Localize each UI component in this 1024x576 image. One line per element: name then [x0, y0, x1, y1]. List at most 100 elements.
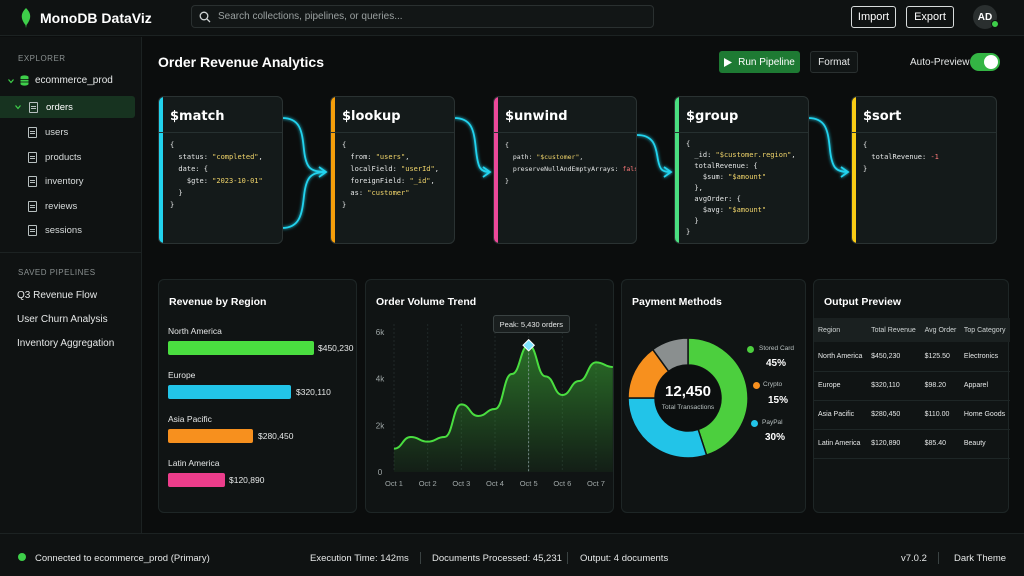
app-name: MonoDB DataViz — [40, 9, 152, 26]
stage-divider — [494, 132, 636, 133]
stage-divider — [331, 132, 454, 133]
auto-preview-label: Auto-Preview — [910, 57, 970, 68]
table-cell: Electronics — [959, 342, 1010, 372]
stage-color-bar — [852, 97, 856, 243]
document-icon — [28, 175, 37, 187]
play-icon — [724, 57, 733, 67]
series-line — [393, 344, 613, 450]
sidebar-item-label: orders — [46, 101, 73, 113]
x-tick-label: Oct 2 — [419, 479, 437, 488]
panel-title: Revenue by Region — [169, 296, 267, 308]
payment-donut-chart[interactable] — [622, 320, 752, 470]
status-divider — [938, 552, 939, 564]
region-value: $280,450 — [258, 431, 294, 441]
saved-pipeline-item[interactable]: User Churn Analysis — [17, 314, 108, 325]
y-tick-label: 0 — [378, 468, 383, 477]
page-title: Order Revenue Analytics — [158, 54, 324, 70]
table-row[interactable]: Asia Pacific $280,450 $110.00 Home Goods — [814, 400, 1010, 430]
stage-code[interactable]: { from: "users", localField: "userId", f… — [342, 141, 439, 209]
sidebar-item-label: reviews — [45, 200, 78, 212]
leaf-logo-icon — [21, 7, 31, 28]
stage-color-bar — [331, 97, 335, 243]
table-cell: $120,890 — [867, 429, 921, 459]
region-bar[interactable] — [168, 429, 253, 443]
order-volume-chart[interactable]: 0 2k 4k 6k Oct 1 Oct 2 Oct 3 Oct 4 Oct 5 Oct 6 Oct… — [366, 280, 615, 514]
panel-title: Payment Methods — [632, 296, 722, 308]
column-header[interactable]: Top Category — [959, 318, 1010, 342]
connector-group-sort — [807, 117, 849, 173]
stage-card-match[interactable]: $match { status: "completed", date: { $g… — [158, 96, 283, 244]
saved-pipeline-item[interactable]: Inventory Aggregation — [17, 338, 115, 349]
search-icon — [199, 11, 211, 22]
stage-card-unwind[interactable]: $unwind { path: "$customer", preserveNul… — [493, 96, 637, 244]
payment-methods-panel: Payment Methods 12,450 Total Transaction… — [621, 279, 806, 513]
column-header[interactable]: Total Revenue — [867, 318, 921, 342]
toggle-knob — [984, 55, 998, 69]
stage-code[interactable]: { totalRevenue: -1 } — [863, 141, 939, 173]
sidebar-item-inventory[interactable]: inventory — [0, 170, 135, 192]
legend-dot — [751, 420, 758, 427]
document-icon — [28, 151, 37, 163]
theme-toggle[interactable]: Dark Theme — [954, 553, 1007, 564]
status-divider — [567, 552, 568, 564]
region-label: Asia Pacific — [168, 414, 212, 424]
legend-label: PayPal — [762, 419, 783, 426]
document-icon — [28, 200, 37, 212]
app-version: v7.0.2 — [901, 553, 927, 564]
table-cell: $125.50 — [920, 342, 960, 372]
stage-title: $unwind — [505, 109, 568, 124]
stage-card-group[interactable]: $group { _id: "$customer.region", totalR… — [674, 96, 809, 244]
saved-pipeline-item[interactable]: Q3 Revenue Flow — [17, 290, 98, 301]
sidebar-item-products[interactable]: products — [0, 146, 135, 168]
column-header[interactable]: Avg Order — [920, 318, 960, 342]
import-button[interactable]: Import — [851, 6, 896, 28]
stage-title: $lookup — [342, 109, 401, 124]
run-pipeline-button[interactable]: Run Pipeline — [719, 51, 800, 73]
region-label: Latin America — [168, 458, 220, 468]
stage-code[interactable]: { status: "completed", date: { $gte: "20… — [170, 141, 263, 209]
table-cell: Home Goods — [959, 400, 1010, 430]
table-cell: Europe — [814, 371, 868, 401]
document-icon — [28, 224, 37, 236]
region-bar[interactable] — [168, 385, 291, 399]
sidebar-item-users[interactable]: users — [0, 121, 135, 143]
sidebar-item-reviews[interactable]: reviews — [0, 195, 135, 217]
column-header[interactable]: Region — [814, 318, 868, 342]
stage-code[interactable]: { path: "$customer", preserveNullAndEmpt… — [505, 141, 636, 185]
stage-card-lookup[interactable]: $lookup { from: "users", localField: "us… — [330, 96, 455, 244]
stage-code[interactable]: { _id: "$customer.region", totalRevenue:… — [686, 140, 796, 236]
connector-lookup-unwind — [453, 117, 491, 173]
revenue-by-region-panel: Revenue by Region North America $450,230… — [158, 279, 357, 513]
region-bar[interactable] — [168, 341, 314, 355]
search-placeholder: Search collections, pipelines, or querie… — [218, 11, 403, 22]
stage-divider — [852, 132, 996, 133]
legend-label: Crypto — [763, 381, 783, 388]
area-fill — [394, 345, 613, 472]
export-button[interactable]: Export — [906, 6, 954, 28]
region-bar[interactable] — [168, 473, 225, 487]
sidebar-item-orders[interactable]: orders — [0, 96, 135, 118]
table-row[interactable]: North America $450,230 $125.50 Electroni… — [814, 342, 1010, 372]
connector-match-lookup — [281, 171, 327, 229]
chart-tooltip: Peak: 5,430 orders — [492, 315, 571, 334]
connector-unwind-group — [636, 134, 672, 173]
table-row[interactable]: Latin America $120,890 $85.40 Beauty — [814, 429, 1010, 459]
stage-color-bar — [159, 97, 163, 243]
chevron-down-icon — [8, 78, 14, 83]
search-input[interactable]: Search collections, pipelines, or querie… — [191, 5, 654, 28]
document-icon — [29, 101, 38, 113]
table-cell: $280,450 — [867, 400, 921, 430]
online-status-dot — [991, 20, 999, 28]
brand[interactable]: MonoDB DataViz — [0, 7, 190, 28]
x-tick-label: Oct 3 — [452, 479, 470, 488]
panel-title: Output Preview — [824, 296, 902, 308]
table-row[interactable]: Europe $320,110 $98.20 Apparel — [814, 371, 1010, 401]
table-cell: Latin America — [814, 429, 868, 459]
sidebar-item-sessions[interactable]: sessions — [0, 219, 135, 241]
donut-hole — [655, 365, 721, 431]
stage-card-sort[interactable]: $sort { totalRevenue: -1 } — [851, 96, 997, 244]
auto-preview-toggle[interactable] — [970, 53, 1000, 71]
format-button[interactable]: Format — [810, 51, 858, 73]
database-node[interactable]: ecommerce_prod — [8, 75, 113, 86]
legend-label: Stored Card — [759, 345, 795, 352]
